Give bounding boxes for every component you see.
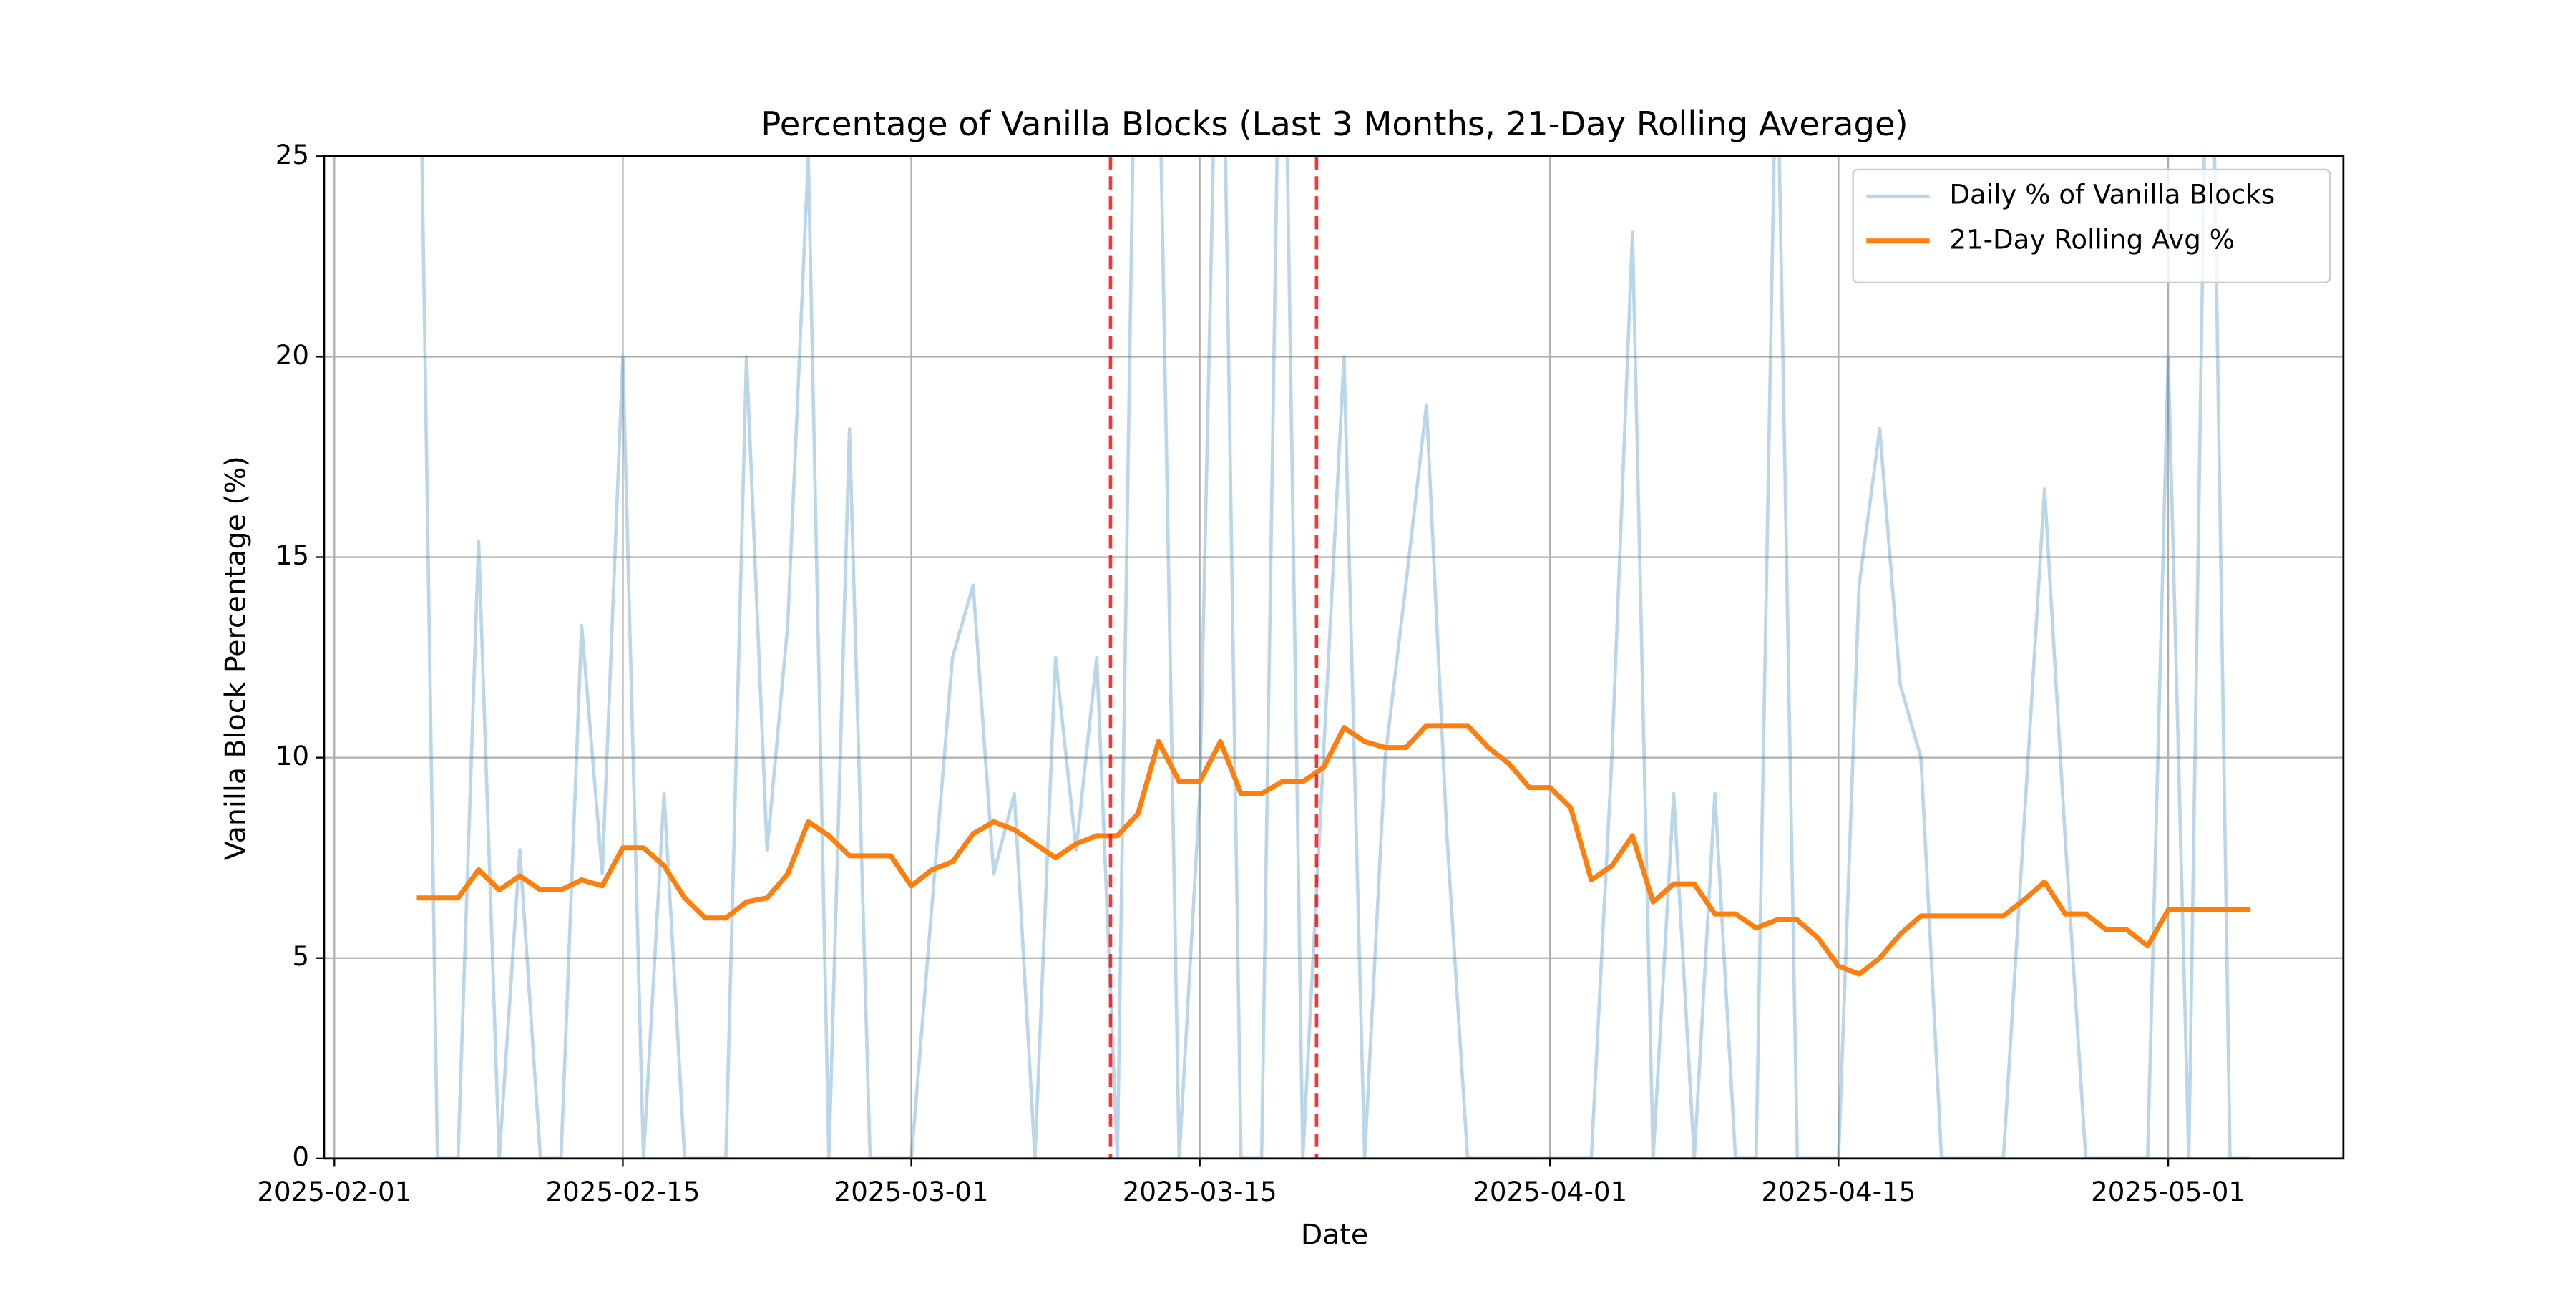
x-tick-label: 2025-02-01 bbox=[257, 1176, 411, 1207]
legend-label: Daily % of Vanilla Blocks bbox=[1949, 180, 2275, 210]
x-axis-label: Date bbox=[1301, 1219, 1368, 1252]
y-tick-label: 10 bbox=[275, 741, 309, 771]
x-tick-label: 2025-04-15 bbox=[1761, 1176, 1916, 1207]
chart-title: Percentage of Vanilla Blocks (Last 3 Mon… bbox=[761, 104, 1908, 143]
x-tick-label: 2025-04-01 bbox=[1473, 1176, 1627, 1207]
legend-box bbox=[1852, 168, 2331, 283]
legend-label: 21-Day Rolling Avg % bbox=[1949, 224, 2235, 255]
y-tick-label: 0 bbox=[292, 1141, 309, 1172]
data-line bbox=[420, 156, 2251, 1159]
y-axis-label: Vanilla Block Percentage (%) bbox=[220, 456, 253, 860]
y-tick-label: 20 bbox=[275, 340, 309, 371]
x-tick-label: 2025-03-01 bbox=[834, 1176, 989, 1207]
x-tick-label: 2025-02-15 bbox=[545, 1176, 700, 1207]
y-tick-label: 15 bbox=[275, 540, 309, 571]
legend: Daily % of Vanilla Blocks 21-Day Rolling … bbox=[1852, 168, 2331, 283]
x-tick-label: 2025-03-15 bbox=[1123, 1176, 1277, 1207]
data-line bbox=[416, 723, 2251, 977]
y-tick-label: 5 bbox=[292, 941, 309, 972]
y-tick-label: 25 bbox=[275, 140, 309, 170]
plot-area bbox=[416, 156, 2251, 1159]
axes-frame bbox=[323, 155, 2345, 1160]
grid bbox=[323, 155, 2343, 1159]
x-tick-label: 2025-05-01 bbox=[2091, 1176, 2245, 1207]
ticks: 0 5 10 15 20 25 2025-02-01 2025-02-15 2025-03-01… bbox=[257, 140, 2245, 1207]
